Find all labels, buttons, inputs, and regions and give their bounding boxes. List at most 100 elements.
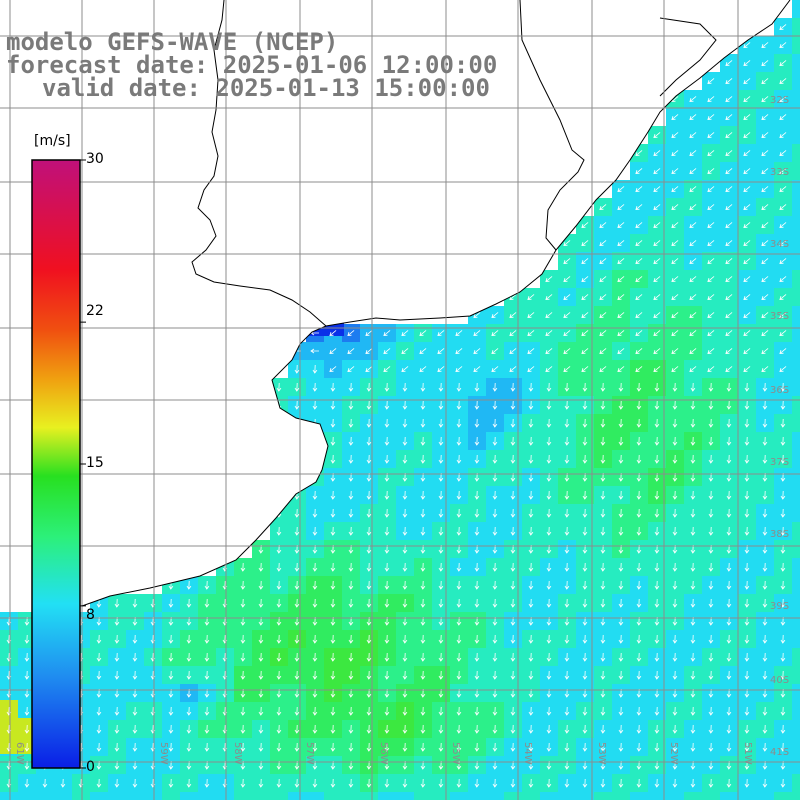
wind-arrow xyxy=(708,490,714,500)
wind-arrow xyxy=(456,634,462,644)
wind-arrow xyxy=(725,276,733,283)
wind-cell xyxy=(792,666,800,684)
wind-arrow xyxy=(762,580,768,590)
wind-arrow xyxy=(528,652,534,662)
wind-arrow xyxy=(545,330,553,337)
wind-arrow xyxy=(761,60,769,67)
wind-arrow xyxy=(564,454,570,464)
wind-arrow xyxy=(168,778,174,788)
wind-arrow xyxy=(653,312,661,319)
wind-arrow xyxy=(761,240,769,247)
wind-arrow xyxy=(402,778,408,788)
wind-arrow xyxy=(762,706,768,716)
wind-arrow xyxy=(708,634,714,644)
wind-arrow xyxy=(510,634,516,644)
wind-arrow xyxy=(761,366,769,373)
wind-arrow xyxy=(563,366,571,373)
wind-cell xyxy=(558,792,576,800)
wind-arrow xyxy=(780,526,786,536)
lon-label: 54W xyxy=(522,742,533,765)
wind-cell xyxy=(72,792,90,800)
wind-arrow xyxy=(743,348,751,355)
wind-arrow xyxy=(366,778,372,788)
wind-arrow xyxy=(294,364,300,374)
wind-arrow xyxy=(743,276,751,283)
wind-arrow xyxy=(330,724,336,734)
wind-arrow xyxy=(276,670,282,680)
wind-arrow xyxy=(276,526,282,536)
wind-arrow xyxy=(258,562,264,572)
wind-arrow xyxy=(348,742,354,752)
wind-arrow xyxy=(690,634,696,644)
wind-arrow xyxy=(690,418,696,428)
wind-arrow xyxy=(510,562,516,572)
wind-arrow xyxy=(654,742,660,752)
wind-arrow xyxy=(456,670,462,680)
wind-arrow xyxy=(743,132,751,139)
wind-arrow xyxy=(599,204,607,211)
wind-arrow xyxy=(384,454,390,464)
wind-arrow xyxy=(744,436,750,446)
wind-arrow xyxy=(563,312,571,319)
wind-arrow xyxy=(564,418,570,428)
wind-arrow xyxy=(330,508,336,518)
wind-arrow xyxy=(384,526,390,536)
wind-arrow xyxy=(671,276,679,283)
lon-label: 52W xyxy=(668,742,679,765)
wind-arrow xyxy=(204,706,210,716)
wind-arrow xyxy=(276,382,282,392)
wind-arrow xyxy=(258,670,264,680)
wind-arrow xyxy=(383,330,391,337)
wind-arrow xyxy=(779,60,787,67)
wind-arrow xyxy=(690,706,696,716)
wind-arrow xyxy=(365,366,373,373)
wind-arrow xyxy=(546,418,552,428)
wind-arrow xyxy=(725,60,733,67)
wind-arrow xyxy=(707,240,715,247)
wind-arrow xyxy=(474,436,480,446)
wind-arrow xyxy=(779,366,787,373)
wind-arrow xyxy=(779,330,787,337)
wind-cell xyxy=(774,792,792,800)
wind-arrow xyxy=(276,598,282,608)
wind-cell xyxy=(792,468,800,486)
wind-arrow xyxy=(689,168,697,175)
wind-arrow xyxy=(780,652,786,662)
wind-arrow xyxy=(725,312,733,319)
wind-arrow xyxy=(654,418,660,428)
wind-arrow xyxy=(294,598,300,608)
wind-arrow xyxy=(600,436,606,446)
wind-arrow xyxy=(168,724,174,734)
wind-arrow xyxy=(492,508,498,518)
wind-arrow xyxy=(510,400,516,410)
wind-arrow xyxy=(725,348,733,355)
wind-arrow xyxy=(294,400,300,410)
wind-arrow xyxy=(671,348,679,355)
wind-arrow xyxy=(779,78,787,85)
wind-arrow xyxy=(636,580,642,590)
wind-arrow xyxy=(473,348,481,355)
wind-arrow xyxy=(438,418,444,428)
lat-label: 38S xyxy=(770,529,790,540)
wind-cell xyxy=(486,792,504,800)
wind-arrow xyxy=(312,634,318,644)
wind-arrow xyxy=(582,652,588,662)
wind-arrow xyxy=(743,168,751,175)
wind-arrow xyxy=(671,204,679,211)
wind-arrow xyxy=(312,364,318,374)
lat-label: 32S xyxy=(770,95,790,106)
wind-arrow xyxy=(726,382,732,392)
wind-arrow xyxy=(473,312,481,319)
wind-arrow xyxy=(653,204,661,211)
wind-arrow xyxy=(528,706,534,716)
wind-cell xyxy=(342,792,360,800)
wind-arrow xyxy=(581,276,589,283)
wind-arrow xyxy=(492,598,498,608)
wind-arrow xyxy=(762,382,768,392)
wind-arrow xyxy=(456,418,462,428)
wind-arrow xyxy=(761,42,769,49)
wind-arrow xyxy=(707,222,715,229)
wind-arrow xyxy=(510,742,516,752)
wind-arrow xyxy=(348,526,354,536)
wind-cell xyxy=(792,414,800,432)
